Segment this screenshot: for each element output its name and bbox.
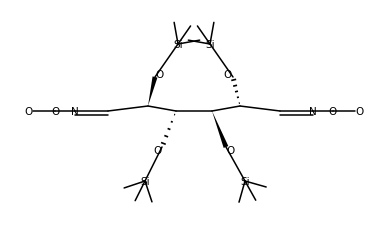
Text: O: O — [51, 106, 59, 117]
Text: O: O — [24, 106, 32, 117]
Text: O: O — [356, 106, 364, 117]
Polygon shape — [212, 112, 228, 148]
Text: Si: Si — [173, 40, 183, 50]
Text: O: O — [227, 145, 235, 155]
Text: Si: Si — [205, 40, 215, 50]
Polygon shape — [148, 77, 158, 106]
Text: O: O — [329, 106, 337, 117]
Text: Si: Si — [240, 176, 250, 186]
Text: N: N — [71, 106, 79, 117]
Text: O: O — [156, 70, 164, 80]
Text: Si: Si — [140, 176, 150, 186]
Text: O: O — [153, 145, 161, 155]
Text: N: N — [309, 106, 317, 117]
Text: O: O — [224, 70, 232, 80]
